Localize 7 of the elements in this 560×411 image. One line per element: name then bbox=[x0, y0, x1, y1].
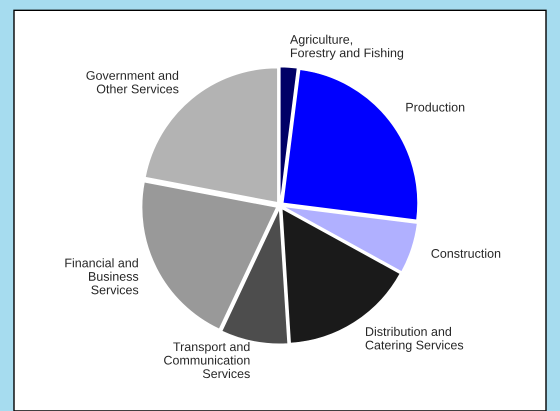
slice-label: Construction bbox=[431, 248, 500, 258]
slice-label: Financial and Business Services bbox=[65, 258, 138, 294]
slice-label: Agriculture, Forestry and Fishing bbox=[290, 34, 404, 60]
slice-label: Distribution and Catering Services bbox=[366, 326, 464, 352]
slice-label: Production bbox=[406, 102, 464, 112]
slice-label: Transport and Communication Services bbox=[164, 342, 250, 378]
slice-label: Government and Other Services bbox=[86, 70, 178, 94]
